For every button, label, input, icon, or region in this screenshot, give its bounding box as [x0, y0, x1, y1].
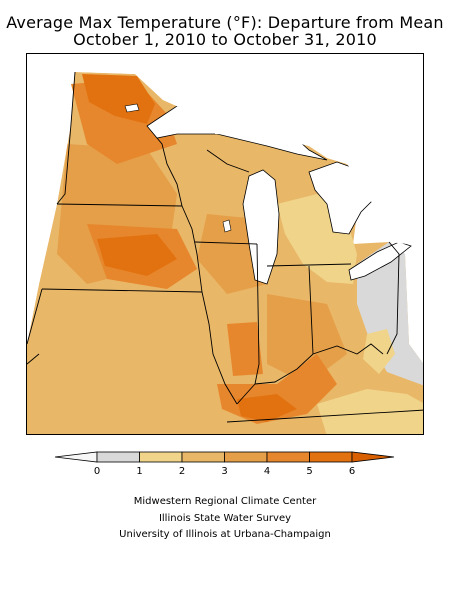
anomaly-5-6-zone	[82, 74, 155, 124]
temperature-departure-map	[26, 53, 424, 435]
anomaly-5-6-zone	[237, 394, 297, 422]
legend-tick-label: 3	[221, 466, 227, 477]
legend-swatch-1-2	[139, 451, 183, 463]
legend-swatch-0-1	[96, 451, 140, 463]
legend-swatch-above-6	[351, 451, 395, 463]
outside-domain-canada	[71, 54, 423, 244]
credit-line-3: University of Illinois at Urbana-Champai…	[119, 529, 331, 540]
anomaly-1-2-zone	[363, 329, 395, 374]
legend-tick-label: 6	[349, 466, 355, 477]
state-borders	[27, 71, 423, 423]
anomaly-4-5-zone	[227, 322, 263, 376]
legend-swatch-5-6	[309, 451, 353, 463]
credit-line-1: Midwestern Regional Climate Center	[133, 496, 317, 507]
anomaly-0-1-zone	[357, 242, 423, 386]
legend-swatch-4-5	[266, 451, 310, 463]
legend-swatch-3-4	[224, 451, 268, 463]
map-date-range: October 1, 2010 to October 31, 2010	[73, 30, 377, 49]
color-scale-legend: 0 1 2 3 4 5 6	[54, 451, 395, 477]
legend-tick-label: 1	[136, 466, 142, 477]
anomaly-5-6-zone	[97, 234, 177, 276]
legend-tick-label: 5	[306, 466, 312, 477]
anomaly-1-2-zone	[317, 389, 423, 434]
legend-swatch-below-0	[54, 451, 98, 463]
red-lake	[124, 103, 140, 113]
legend-swatch-2-3	[181, 451, 225, 463]
credit-line-2: Illinois State Water Survey	[158, 513, 292, 524]
map-canvas	[27, 54, 423, 434]
outside-domain-west	[27, 54, 71, 344]
legend-tick-label: 4	[264, 466, 270, 477]
anomaly-3-4-zone	[267, 294, 347, 384]
legend-tick-label: 2	[179, 466, 185, 477]
legend-tick-label: 0	[94, 466, 100, 477]
lake-michigan	[242, 169, 280, 285]
map-title: Average Max Temperature (°F): Departure …	[6, 13, 444, 32]
lake-erie	[348, 241, 412, 281]
lake-winnebago	[222, 219, 232, 233]
